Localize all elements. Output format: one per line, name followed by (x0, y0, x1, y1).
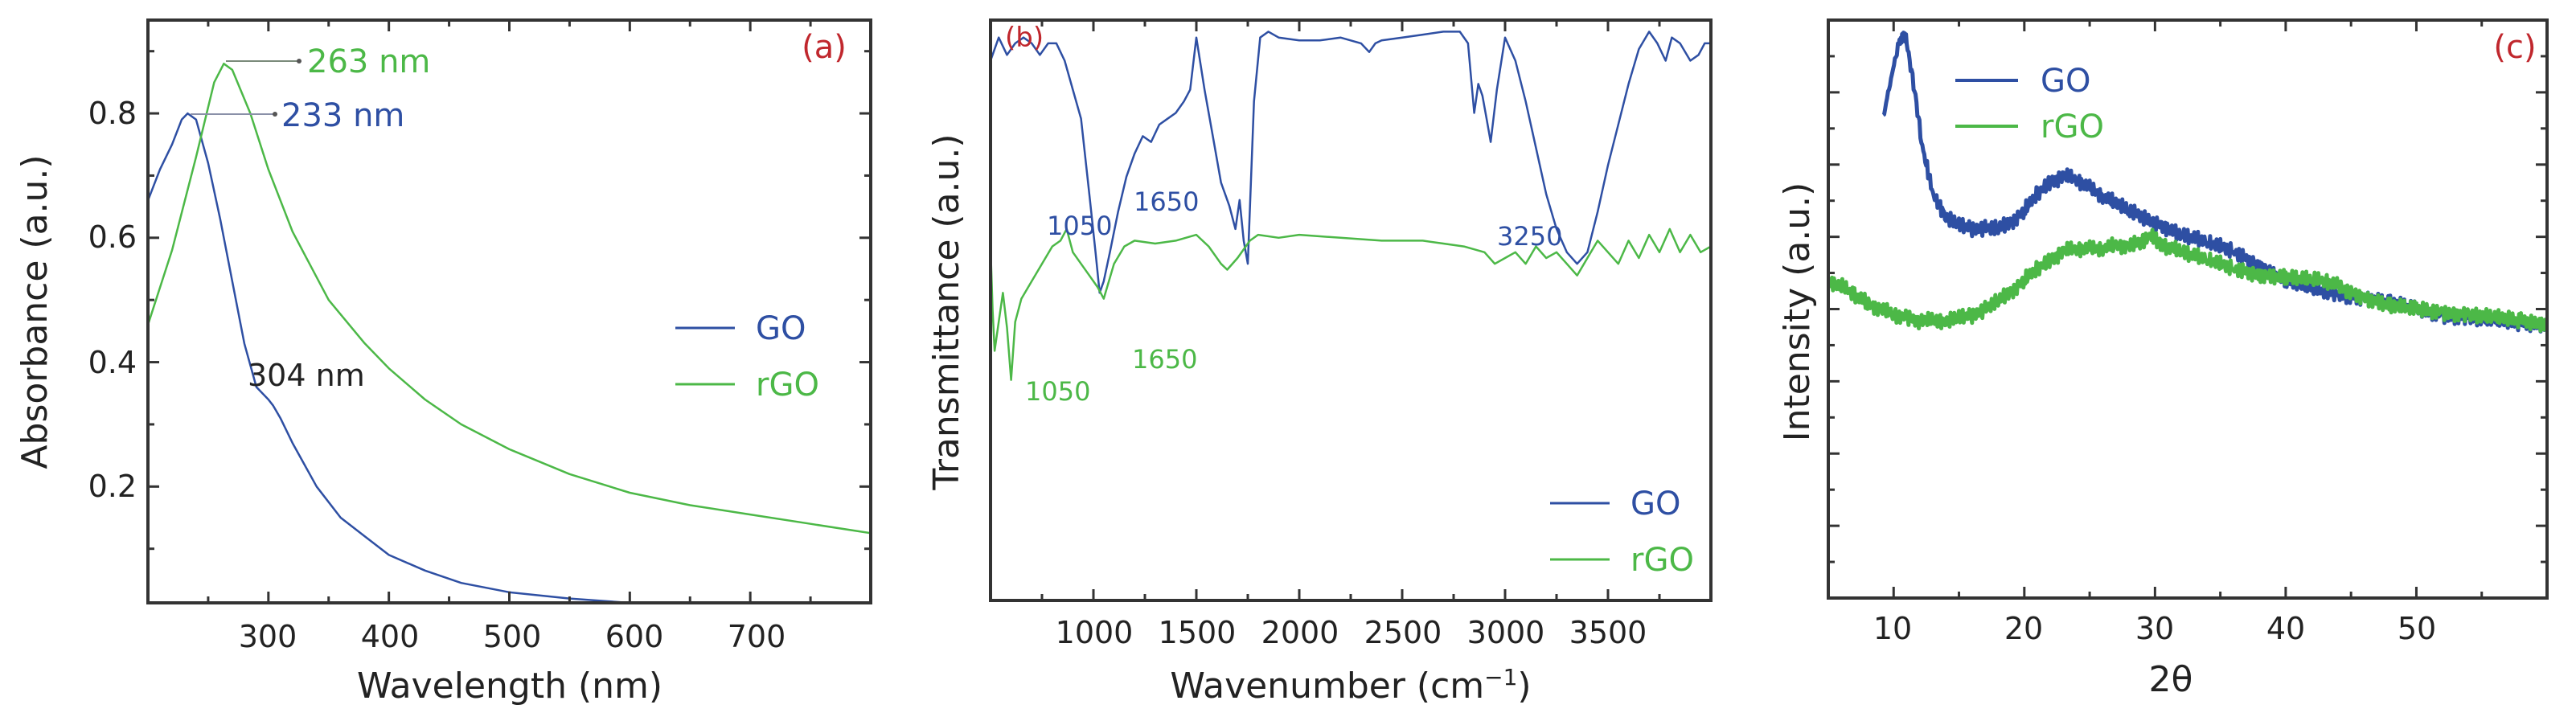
panel-tag-b: (b) (1005, 22, 1044, 54)
y-axis-label: Intensity (a.u.) (1777, 182, 1818, 442)
annotation-304nm: 304 nm (248, 358, 365, 393)
series-rgo (148, 62, 871, 535)
arrow-head-icon (273, 112, 277, 117)
x-tick-label: 50 (2398, 611, 2436, 646)
arrow-head-icon (297, 59, 301, 64)
uv-vis-curves (148, 62, 871, 603)
x-axis-label-superscript: −1 (1484, 664, 1517, 690)
y-axis-label: Transmittance (a.u.) (926, 133, 967, 490)
legend-label-go: GO (756, 310, 806, 347)
annotation-rgo-1650: 1650 (1132, 344, 1197, 375)
x-axis-label-text: Wavenumber (cm (1170, 666, 1484, 707)
x-tick-label: 3500 (1569, 615, 1647, 650)
legend-label-rgo: rGO (2041, 109, 2104, 145)
series-rgo (1828, 227, 2547, 333)
ftir-chart: (b) 1050 1650 3250 1050 1650 GO rGO 1000… (926, 18, 1713, 707)
plot-frame (1827, 18, 2549, 600)
y-tick-label: 0.4 (88, 345, 137, 380)
annotation-263nm: 263 nm (307, 43, 430, 80)
x-tick-label: 30 (2135, 611, 2174, 646)
x-tick-label: 40 (2266, 611, 2305, 646)
panel-b-ftir: (b) 1050 1650 3250 1050 1650 GO rGO 1000… (884, 0, 1737, 714)
x-axis-label: Wavenumber (cm−1) (1170, 664, 1531, 707)
x-tick-label: 10 (1873, 611, 1912, 646)
plot-frame (146, 18, 872, 604)
panel-tag-a: (a) (802, 29, 847, 66)
legend-c: GO rGO (1955, 63, 2104, 145)
x-tick-label: 3000 (1467, 615, 1545, 650)
xrd-curves (1828, 31, 2547, 334)
panel-tag-c: (c) (2493, 29, 2536, 66)
x-axis-label: 2θ (2149, 659, 2193, 700)
xrd-chart: (c) GO rGO 10 20 30 40 50 2θ Intensity (… (1777, 18, 2549, 700)
x-tick-label: 300 (239, 619, 297, 654)
annotation-go-3250: 3250 (1497, 221, 1562, 252)
legend-label-rgo: rGO (1631, 542, 1694, 579)
ftir-ticks (989, 20, 1661, 600)
x-tick-label: 1000 (1056, 615, 1134, 650)
annotation-233nm: 233 nm (281, 97, 404, 134)
y-tick-label: 0.2 (88, 469, 137, 504)
annotation-go-1650: 1650 (1134, 186, 1199, 217)
legend-label-rgo: rGO (756, 367, 819, 404)
x-tick-label: 1500 (1159, 615, 1237, 650)
legend-label-go: GO (1631, 486, 1680, 522)
annotation-rgo-1050: 1050 (1025, 376, 1090, 407)
uv-vis-chart: 263 nm 233 nm 304 nm (a) GO rGO 300 400 … (14, 18, 872, 707)
y-tick-label: 0.8 (88, 96, 137, 131)
plot-frame (989, 18, 1713, 602)
x-tick-label: 20 (2004, 611, 2043, 646)
legend-a: GO rGO (675, 310, 819, 404)
x-tick-label: 400 (361, 619, 420, 654)
legend-label-go: GO (2041, 63, 2090, 100)
ftir-curves (991, 31, 1711, 381)
series-go (148, 112, 663, 603)
series-go (1881, 31, 2547, 334)
x-tick-label: 600 (605, 619, 664, 654)
x-axis-label: Wavelength (nm) (357, 666, 662, 707)
y-tick-label: 0.6 (88, 219, 137, 255)
x-axis-label-close: ) (1517, 666, 1531, 707)
panel-c-xrd: (c) GO rGO 10 20 30 40 50 2θ Intensity (… (1737, 0, 2576, 714)
x-tick-label: 2500 (1364, 615, 1442, 650)
series-rgo (991, 227, 1711, 381)
legend-b: GO rGO (1550, 486, 1694, 579)
x-tick-label: 2000 (1261, 615, 1339, 650)
x-tick-label: 500 (483, 619, 542, 654)
y-axis-label: Absorbance (a.u.) (14, 154, 55, 469)
series-go (991, 31, 1711, 294)
panel-a-uv-vis: 263 nm 233 nm 304 nm (a) GO rGO 300 400 … (0, 0, 884, 714)
x-tick-label: 700 (728, 619, 786, 654)
annotation-go-1050: 1050 (1047, 211, 1112, 241)
